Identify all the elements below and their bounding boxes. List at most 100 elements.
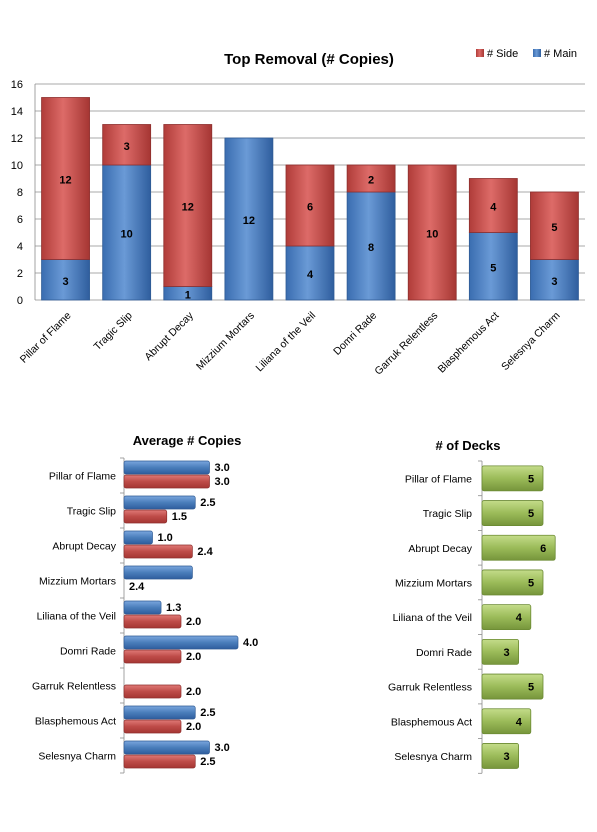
data-label-decks: 3 <box>504 647 510 659</box>
bar-side <box>346 164 396 193</box>
category-label: Abrupt Decay <box>408 543 472 555</box>
data-label-decks: 5 <box>528 473 534 485</box>
category-label: Selesnya Charm <box>38 751 116 763</box>
data-label-main: 1 <box>185 289 191 301</box>
bar-decks <box>481 534 556 561</box>
category-label: Selesnya Charm <box>394 751 472 763</box>
bar-main <box>123 565 193 580</box>
category-label: Pillar of Flame <box>18 310 74 366</box>
data-label-main: 1.0 <box>158 532 173 544</box>
category-label: Domri Rade <box>416 647 472 659</box>
bar-decks <box>481 604 532 631</box>
bar-side <box>102 124 152 166</box>
legend-main-swatch <box>533 49 541 57</box>
data-label-side: 3.0 <box>215 476 230 488</box>
data-label-side: 2.4 <box>197 546 213 558</box>
bar-decks <box>481 673 544 700</box>
data-label-main: 3 <box>62 276 68 288</box>
bar-decks <box>481 708 532 735</box>
category-label: Abrupt Decay <box>142 309 196 363</box>
data-label-main: 3.0 <box>215 462 230 474</box>
bar-side <box>123 474 210 489</box>
legend-main-label: # Main <box>544 48 577 60</box>
bar-main <box>346 191 396 301</box>
bar-side <box>123 719 182 734</box>
data-label-side: 5 <box>551 222 557 234</box>
chart1-bars: 3 12 10 3 1 12 12 4 6 8 2 10 5 4 3 5 <box>41 97 579 301</box>
category-label: Selesnya Charm <box>499 309 563 373</box>
data-label-main: 12 <box>243 215 255 227</box>
data-label-main: 2.5 <box>200 497 215 509</box>
bar-side <box>530 191 579 260</box>
chart3-title: # of Decks <box>435 438 500 453</box>
bar-main <box>123 495 196 510</box>
chart1-title: Top Removal (# Copies) <box>224 51 394 68</box>
data-label-side: 12 <box>182 202 194 214</box>
bar-main <box>123 740 210 755</box>
category-label: Domri Rade <box>331 310 379 358</box>
data-label-side: 2.0 <box>186 686 201 698</box>
bar-side <box>123 544 193 559</box>
category-label: Garruk Relentless <box>388 682 472 694</box>
data-label-decks: 5 <box>528 682 534 694</box>
bar-main <box>123 705 196 720</box>
data-label-decks: 3 <box>504 751 510 763</box>
data-label-main: 3 <box>551 276 557 288</box>
data-label-side: 2.5 <box>200 756 215 768</box>
category-label: Liliana of the Veil <box>37 611 116 623</box>
category-label: Tragic Slip <box>423 508 472 520</box>
category-label: Garruk Relentless <box>32 681 116 693</box>
category-label: Pillar of Flame <box>49 471 116 483</box>
chart1-category-labels: Pillar of Flame Tragic Slip Abrupt DecayMi… <box>18 309 563 377</box>
y-tick-label: 12 <box>11 133 23 145</box>
bar-main <box>285 245 335 301</box>
category-label: Tragic Slip <box>91 310 134 353</box>
category-label: Liliana of the Veil <box>393 612 472 624</box>
data-label-main: 3.0 <box>215 742 230 754</box>
chart2-category-labels: Pillar of Flame Tragic Slip Abrupt Decay Mi… <box>32 471 117 763</box>
bar-main <box>123 460 210 475</box>
chart2-title: Average # Copies <box>133 433 242 448</box>
data-label-main: 5 <box>490 262 496 274</box>
chart1-y-ticks: 0 2 4 6 8 10 12 14 16 <box>11 79 23 307</box>
data-label-side: 10 <box>426 229 438 241</box>
y-tick-label: 4 <box>17 241 23 253</box>
chart2-axis <box>120 457 125 774</box>
data-label-side: 6 <box>307 202 313 214</box>
category-label: Mizzium Mortars <box>395 577 472 589</box>
bar-main <box>102 164 152 301</box>
data-label-decks: 6 <box>540 543 546 555</box>
category-label: Pillar of Flame <box>405 473 472 485</box>
bar-main <box>224 137 274 301</box>
data-label-main: 4.0 <box>243 637 258 649</box>
bar-main <box>123 600 162 615</box>
data-label-main: 1.3 <box>166 602 181 614</box>
chart3-category-labels: Pillar of Flame Tragic Slip Abrupt Decay Mi… <box>388 473 473 763</box>
bar-side <box>163 124 213 287</box>
y-tick-label: 14 <box>11 106 23 118</box>
category-label: Mizzium Mortars <box>194 310 257 373</box>
data-label-side: 4 <box>490 202 497 214</box>
category-label: Garruk Relentless <box>372 310 440 378</box>
chart3-axis <box>478 460 483 774</box>
bar-side <box>123 649 182 664</box>
data-label-side: 2.0 <box>186 616 201 628</box>
deck-count-chart: # of Decks 5 5 6 5 4 3 5 4 3 Pillar of Flame Trag… <box>388 438 556 774</box>
bar-main <box>123 530 153 545</box>
bar-side <box>285 164 335 247</box>
legend-side-swatch <box>476 49 484 57</box>
bar-side <box>41 97 90 260</box>
bar-decks <box>481 500 544 526</box>
data-label-decks: 5 <box>528 577 534 589</box>
y-tick-label: 16 <box>11 79 23 91</box>
stacked-bar-chart: Top Removal (# Copies) # Side # Main 0 2 4… <box>11 48 585 378</box>
data-label-main: 10 <box>121 229 133 241</box>
bar-side <box>407 164 457 301</box>
bar-side <box>123 684 182 699</box>
category-label: Abrupt Decay <box>52 541 116 553</box>
category-label: Liliana of the Veil <box>253 310 318 375</box>
y-tick-label: 0 <box>17 295 23 307</box>
data-label-side: 2 <box>368 175 374 187</box>
data-label-side: 2.0 <box>186 721 201 733</box>
